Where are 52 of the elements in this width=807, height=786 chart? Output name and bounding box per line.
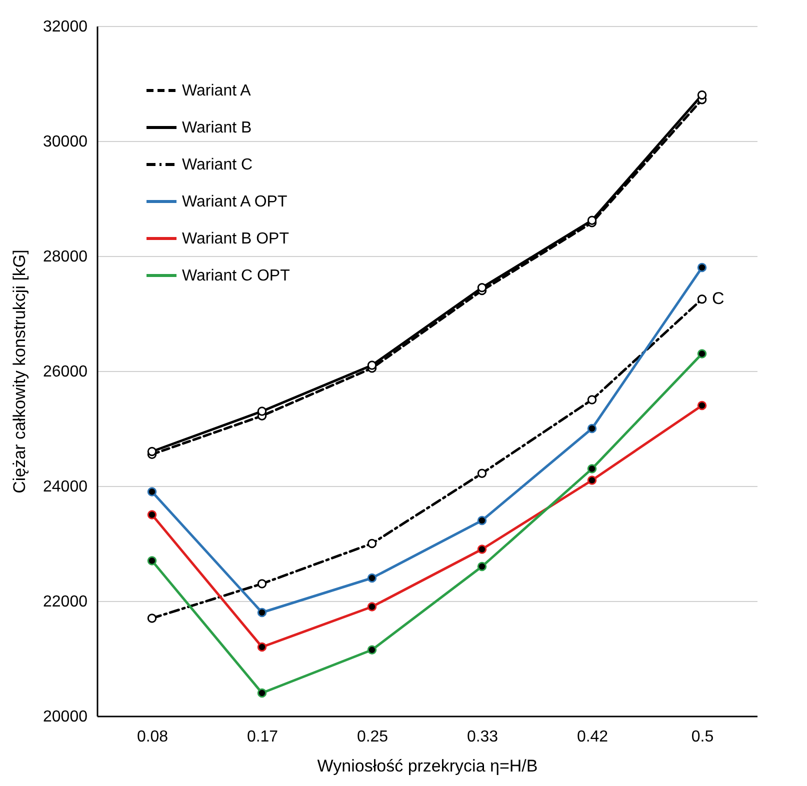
point	[367, 360, 377, 370]
point	[587, 424, 597, 434]
point	[477, 283, 487, 292]
point	[147, 556, 157, 566]
legend-label: Wariant A	[182, 82, 252, 100]
point	[257, 642, 267, 652]
x-tick-label: 0.5	[691, 728, 714, 746]
point	[697, 262, 707, 272]
point	[257, 608, 267, 618]
point	[587, 395, 597, 404]
point	[477, 544, 487, 554]
point	[477, 468, 487, 478]
y-tick-label: 32000	[43, 18, 88, 36]
x-tick-label: 0.25	[356, 728, 388, 746]
annotation: C	[712, 289, 724, 308]
point	[147, 487, 157, 496]
y-tick-label: 20000	[43, 708, 88, 726]
point	[587, 464, 597, 474]
y-tick-label: 24000	[43, 478, 88, 496]
point	[367, 538, 377, 548]
x-tick-label: 0.17	[246, 728, 278, 746]
point	[367, 573, 377, 583]
legend-label: Wariant A OPT	[182, 194, 288, 210]
point	[697, 400, 707, 410]
point	[147, 614, 157, 623]
point	[477, 562, 487, 572]
point	[697, 349, 707, 358]
legend-label: Wariant B OPT	[182, 230, 290, 248]
y-tick-label: 22000	[43, 594, 88, 610]
y-tick-label: 28000	[43, 248, 88, 266]
point	[367, 645, 377, 654]
point	[697, 294, 707, 304]
point	[257, 688, 267, 698]
legend-label: Wariant C	[182, 156, 253, 174]
x-tick-label: 0.08	[136, 728, 168, 746]
point	[587, 216, 597, 225]
point	[367, 602, 377, 612]
point	[697, 90, 707, 100]
point	[257, 406, 267, 416]
y-axis-title: Ciężar całkowity konstrukcji [kG]	[10, 250, 30, 494]
point	[147, 446, 157, 456]
x-axis-title: Wyniosłość przekrycia η=H/B	[317, 756, 538, 776]
x-tick-label: 0.33	[466, 728, 498, 746]
point	[477, 516, 487, 526]
legend-label: Wariant C OPT	[182, 268, 290, 284]
point	[587, 476, 597, 485]
point	[257, 579, 267, 588]
legend-label: Wariant B	[182, 120, 252, 136]
y-tick-label: 26000	[43, 364, 88, 380]
x-tick-label: 0.42	[576, 728, 608, 746]
y-tick-label: 30000	[43, 134, 88, 150]
point	[147, 510, 157, 520]
